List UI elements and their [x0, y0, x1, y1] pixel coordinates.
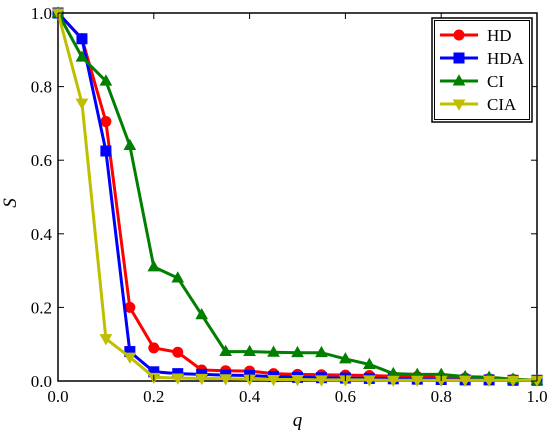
data-point-cia [506, 375, 520, 388]
data-point-cia [386, 375, 400, 388]
data-point-cia [315, 375, 328, 387]
x-axis-label: q [293, 410, 303, 431]
x-tick-label: 0.4 [239, 387, 261, 406]
x-tick-label: 0.0 [47, 387, 68, 406]
legend-item-hd: HD [440, 26, 512, 45]
data-point-cia [171, 373, 185, 385]
data-point-cia [482, 375, 496, 388]
data-point-cia [291, 375, 304, 387]
data-point-cia [219, 374, 233, 386]
x-axis: 0.0 0.2 0.4 0.6 0.8 1.0 [47, 13, 548, 406]
data-point-ci [147, 260, 161, 272]
y-axis: 0.0 0.2 0.4 0.6 0.8 1.0 [31, 4, 537, 391]
legend-label: CI [487, 72, 504, 91]
data-point-hd [172, 346, 184, 358]
data-point-ci [315, 345, 328, 358]
legend-item-cia: CIA [440, 95, 517, 114]
legend-label: HDA [487, 49, 525, 68]
data-point-cia [99, 334, 113, 346]
data-point-cia [195, 373, 209, 386]
data-point-hda [76, 33, 88, 45]
data-point-ci [267, 345, 280, 357]
data-point-ci [171, 271, 185, 283]
data-point-cia [75, 98, 89, 110]
x-tick-label: 0.6 [335, 387, 356, 406]
legend-label: HD [487, 26, 512, 45]
data-point-ci [195, 307, 209, 320]
data-point-ci [243, 344, 256, 357]
data-point-ci [123, 138, 137, 150]
data-point-ci [291, 345, 304, 358]
y-tick-label: 0.6 [31, 151, 52, 170]
legend-marker [452, 99, 466, 111]
data-point-cia [410, 375, 424, 388]
y-tick-label: 0.8 [31, 78, 52, 97]
y-tick-label: 0.2 [31, 298, 52, 317]
data-point-hd [100, 116, 112, 128]
legend-item-ci: CI [440, 72, 504, 91]
data-point-cia [362, 375, 376, 387]
data-point-ci [362, 357, 376, 369]
x-tick-label: 1.0 [526, 387, 547, 406]
legend: HD HDA CI CIA [431, 17, 533, 123]
y-tick-label: 0.0 [31, 372, 52, 391]
legend-marker [453, 52, 465, 64]
data-point-hda [100, 145, 112, 157]
x-tick-label: 0.2 [143, 387, 164, 406]
data-point-ci [219, 344, 233, 357]
x-tick-label: 0.8 [431, 387, 452, 406]
data-point-ci [99, 74, 113, 86]
legend-label: CIA [487, 95, 517, 114]
legend-inner-border [434, 20, 530, 120]
data-point-cia [267, 375, 280, 387]
y-tick-label: 1.0 [31, 4, 52, 23]
legend-marker [453, 29, 465, 41]
y-axis-label: S [0, 198, 21, 208]
data-point-cia [458, 375, 472, 388]
data-point-hd [148, 342, 160, 354]
data-point-ci [339, 352, 352, 364]
data-point-ci [75, 50, 89, 62]
plot-area [51, 6, 544, 388]
data-point-cia [123, 352, 137, 364]
legend-item-hda: HDA [440, 49, 525, 68]
legend-marker [452, 74, 466, 86]
y-tick-label: 0.4 [31, 225, 53, 244]
